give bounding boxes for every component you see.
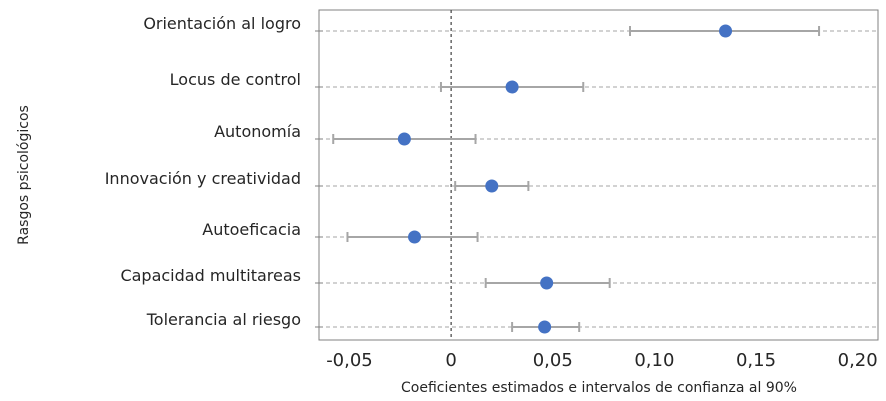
y-axis-title: Rasgos psicológicos: [16, 105, 32, 245]
estimate-point: [397, 132, 411, 146]
estimate-points: [397, 24, 733, 334]
category-label: Capacidad multitareas: [120, 266, 301, 285]
estimate-point: [538, 320, 552, 334]
x-axis-title: Coeficientes estimados e intervalos de c…: [401, 380, 797, 396]
category-label: Autonomía: [214, 122, 301, 141]
x-tick-label: 0,05: [533, 350, 573, 371]
plot-frame: [318, 9, 879, 341]
x-tick-labels: -0,05 0 0,05 0,10 0,15 0,20: [326, 350, 878, 371]
estimate-point: [505, 80, 519, 94]
estimate-point: [485, 179, 499, 193]
error-bars: [332, 26, 821, 332]
x-tick-label: 0,20: [838, 350, 878, 371]
category-label: Autoeficacia: [202, 220, 301, 239]
x-tick-label: 0: [445, 350, 456, 371]
estimate-point: [719, 24, 733, 38]
x-tick-label: 0,10: [634, 350, 674, 371]
category-label: Orientación al logro: [143, 14, 301, 33]
x-tick-label: -0,05: [326, 350, 373, 371]
x-tick-label: 0,15: [736, 350, 776, 371]
estimate-point: [408, 230, 422, 244]
estimate-point: [540, 276, 554, 290]
category-label: Innovación y creatividad: [105, 169, 301, 188]
category-labels: Orientación al logro Locus de control Auto…: [105, 14, 301, 329]
category-label: Locus de control: [170, 70, 301, 89]
category-label: Tolerancia al riesgo: [146, 310, 301, 329]
